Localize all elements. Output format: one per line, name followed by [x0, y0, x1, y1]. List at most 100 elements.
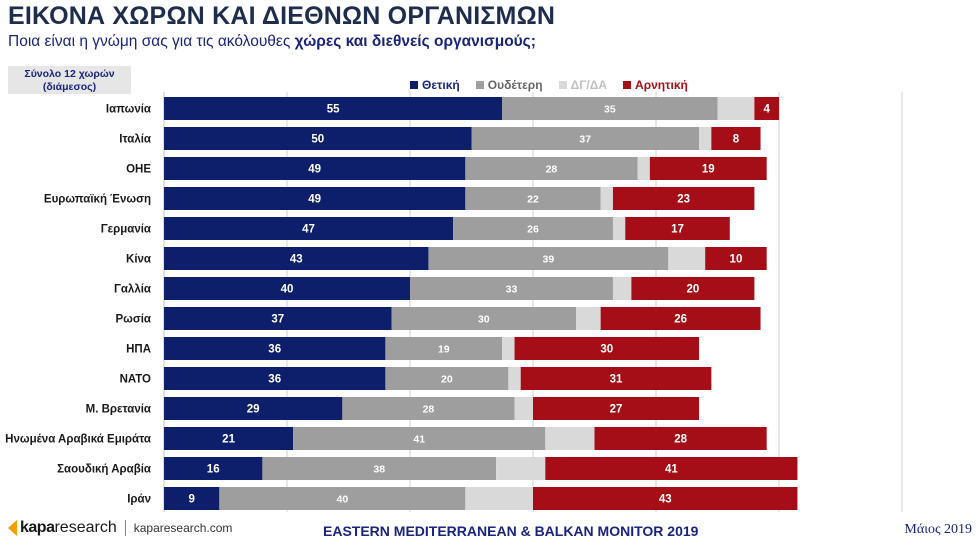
- data-label: 30: [478, 314, 490, 326]
- bar-segment: [164, 127, 472, 150]
- category-label: Σαουδική Αραβία: [57, 464, 151, 476]
- report-title: EASTERN MEDITERRANEAN & BALKAN MONITOR 2…: [323, 523, 699, 539]
- bar-segment: [625, 217, 730, 240]
- chart-legend: Θετική Ουδέτερη ΔΓ/ΔΑ Αρνητική: [410, 78, 688, 92]
- bar-segment: [533, 397, 700, 420]
- bar-segment: [496, 457, 546, 480]
- data-label: 26: [527, 224, 539, 236]
- legend-swatch: [475, 81, 484, 89]
- base-note: Σύνολο 12 χωρών (διάμεσος): [8, 66, 131, 94]
- brand-name-bold: kapa: [20, 519, 55, 536]
- bar-segment: [533, 487, 798, 510]
- data-label: 36: [268, 344, 281, 356]
- bar-segment: [164, 427, 294, 450]
- bar-segment: [164, 397, 343, 420]
- data-label: 19: [438, 344, 450, 356]
- bar-segment: [465, 157, 638, 180]
- brand-logo: kapa research kaparesearch.com: [8, 519, 232, 537]
- legend-label: Αρνητική: [635, 78, 688, 92]
- category-label: Ευρωπαϊκή Ένωση: [44, 194, 151, 206]
- data-label: 16: [207, 464, 220, 476]
- data-label: 33: [506, 284, 518, 296]
- bar-segment: [164, 217, 454, 240]
- category-label: Ιταλία: [119, 134, 151, 146]
- bar-segment: [514, 397, 533, 420]
- data-label: 26: [674, 314, 687, 326]
- data-label: 20: [687, 284, 700, 296]
- bar-segment: [164, 187, 466, 210]
- bar-segment: [164, 277, 410, 300]
- bar-segment: [754, 97, 779, 120]
- data-label: 40: [281, 284, 294, 296]
- data-label: 50: [311, 134, 324, 146]
- bar-segment: [649, 157, 767, 180]
- data-label: 30: [600, 344, 613, 356]
- bar-segment: [612, 187, 755, 210]
- data-label: 22: [527, 194, 539, 206]
- bar-segment: [164, 97, 503, 120]
- data-label: 23: [677, 194, 690, 206]
- bar-segment: [465, 487, 533, 510]
- category-label: Ηνωμένα Αραβικά Εμιράτα: [5, 434, 151, 446]
- bar-segment: [164, 487, 220, 510]
- category-label: Γερμανία: [101, 224, 151, 236]
- bar-segment: [164, 307, 392, 330]
- bar-segment: [717, 97, 755, 120]
- legend-swatch: [410, 81, 418, 89]
- data-label: 4: [763, 104, 770, 116]
- data-label: 41: [665, 464, 678, 476]
- data-label: 43: [290, 254, 303, 266]
- bar-segment: [453, 217, 613, 240]
- subtitle: Ποια είναι η γνώμη σας για τις ακόλουθες…: [8, 33, 536, 51]
- bar-segment: [699, 127, 712, 150]
- bar-segment: [600, 187, 613, 210]
- bar-segment: [293, 427, 546, 450]
- data-label: 28: [546, 164, 558, 176]
- bar-segment: [668, 247, 706, 270]
- bar-segment: [508, 367, 521, 390]
- category-label: Ρωσία: [115, 314, 151, 326]
- category-label: Ιαπωνία: [106, 104, 151, 116]
- data-label: 28: [674, 434, 687, 446]
- page-title: ΕΙΚΟΝΑ ΧΩΡΩΝ ΚΑΙ ΔΙΕΘΝΩΝ ΟΡΓΑΝΙΣΜΩΝ: [8, 2, 556, 30]
- bar-segment: [520, 367, 712, 390]
- bar-segment: [262, 457, 497, 480]
- bar-segment: [471, 127, 700, 150]
- base-note-line1: Σύνολο 12 χωρών: [24, 68, 115, 80]
- bar-segment: [612, 277, 632, 300]
- legend-item: Θετική: [410, 78, 460, 92]
- data-label: 43: [659, 494, 672, 506]
- bar-segment: [465, 187, 601, 210]
- data-label: 37: [271, 314, 284, 326]
- data-label: 28: [423, 404, 435, 416]
- category-label: Μ. Βρετανία: [86, 404, 151, 416]
- brand-name-light: research: [54, 519, 117, 536]
- data-label: 19: [702, 164, 715, 176]
- subtitle-bold: χώρες και διεθνείς οργανισμούς;: [294, 33, 536, 50]
- data-label: 49: [308, 164, 321, 176]
- bar-segment: [164, 337, 386, 360]
- bar-segment: [600, 307, 761, 330]
- data-label: 38: [373, 464, 385, 476]
- logo-mark-icon: [8, 520, 17, 536]
- data-label: 31: [610, 374, 623, 386]
- bar-segment: [342, 397, 515, 420]
- data-label: 55: [327, 104, 340, 116]
- legend-item: ΔΓ/ΔΑ: [558, 78, 608, 92]
- bar-segment: [612, 217, 626, 240]
- category-label: Ιράν: [127, 494, 151, 506]
- legend-swatch: [558, 81, 567, 89]
- bar-segment: [385, 337, 503, 360]
- logo-divider: [124, 520, 126, 536]
- subtitle-plain: Ποια είναι η γνώμη σας για τις ακόλουθες: [8, 33, 295, 50]
- legend-swatch: [623, 81, 632, 89]
- data-label: 37: [579, 134, 591, 146]
- bar-segment: [705, 247, 767, 270]
- data-label: 27: [610, 404, 623, 416]
- legend-label: ΔΓ/ΔΑ: [570, 78, 608, 92]
- legend-label: Θετική: [422, 78, 460, 92]
- data-label: 29: [247, 404, 260, 416]
- bar-segment: [391, 307, 577, 330]
- data-label: 41: [413, 434, 425, 446]
